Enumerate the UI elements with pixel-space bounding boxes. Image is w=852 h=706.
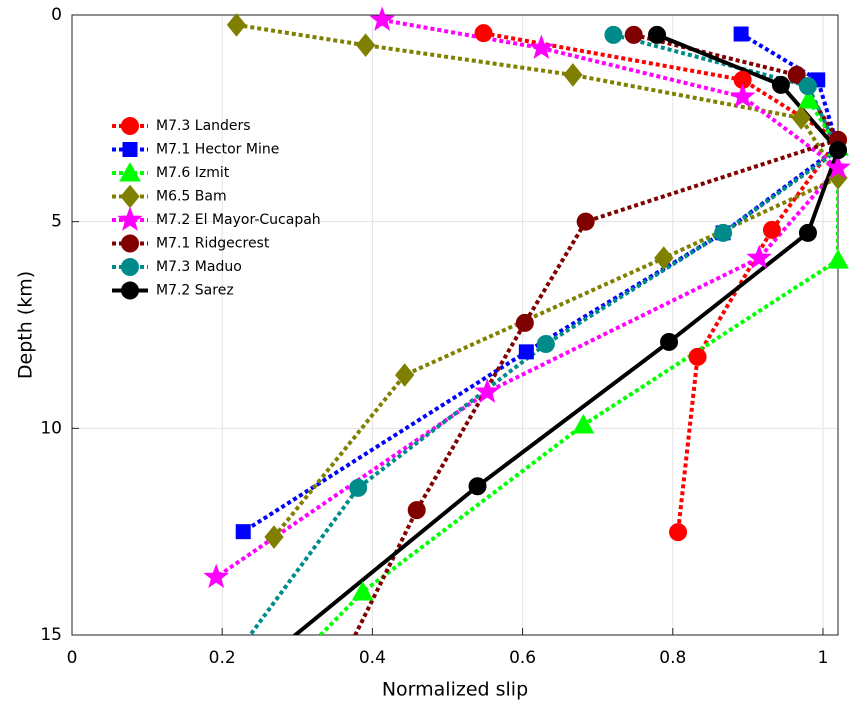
marker <box>787 65 806 84</box>
marker <box>624 25 643 44</box>
legend-label: M7.2 Sarez <box>156 283 234 299</box>
marker <box>226 13 247 37</box>
marker <box>515 313 534 332</box>
marker <box>729 83 756 108</box>
legend-label: M7.3 Landers <box>156 118 251 134</box>
marker <box>407 501 426 520</box>
marker <box>369 6 395 31</box>
marker <box>660 332 679 351</box>
marker <box>474 378 501 403</box>
y-tick-label: 0 <box>51 5 62 25</box>
x-tick-label: 0.4 <box>359 648 386 668</box>
marker <box>121 234 139 253</box>
marker <box>351 580 374 601</box>
series-line <box>236 22 838 539</box>
legend-label: M7.3 Maduo <box>156 259 242 275</box>
legend-label: M7.6 Izmit <box>156 165 230 181</box>
marker <box>122 142 138 157</box>
marker <box>572 413 595 434</box>
marker <box>654 246 674 270</box>
marker <box>468 477 487 496</box>
marker <box>235 524 251 540</box>
marker <box>536 335 555 354</box>
legend-label: M7.1 Hector Mine <box>156 142 279 158</box>
series-line <box>483 31 838 533</box>
series-line <box>242 32 838 534</box>
marker <box>119 161 141 182</box>
marker <box>349 478 368 497</box>
marker <box>771 75 790 94</box>
marker <box>355 33 376 57</box>
marker <box>121 281 139 300</box>
marker <box>827 249 849 269</box>
marker <box>604 25 623 44</box>
x-tick-label: 0 <box>67 648 78 668</box>
marker <box>791 106 811 130</box>
marker <box>648 25 667 44</box>
x-tick-label: 0.2 <box>209 648 236 668</box>
legend-label: M6.5 Bam <box>156 189 227 205</box>
y-tick-label: 5 <box>51 212 62 232</box>
marker <box>762 220 781 239</box>
legend-label: M7.2 El Mayor-Cucapah <box>156 212 321 228</box>
marker <box>264 525 284 549</box>
y-tick-label: 15 <box>40 625 62 645</box>
marker <box>825 154 851 179</box>
marker <box>203 563 229 589</box>
marker <box>395 363 415 387</box>
marker <box>797 89 820 109</box>
marker <box>688 347 707 366</box>
marker <box>798 77 817 96</box>
marker <box>121 258 139 276</box>
plot-frame <box>71 14 839 636</box>
marker <box>121 117 139 135</box>
marker <box>829 141 847 160</box>
y-axis-label: Depth (km) <box>15 271 37 379</box>
marker <box>518 344 534 360</box>
marker <box>474 24 493 43</box>
marker <box>746 244 772 269</box>
legend-label: M7.1 Ridgecrest <box>156 236 270 252</box>
marker <box>117 206 143 231</box>
marker <box>528 34 555 59</box>
x-tick-label: 0.8 <box>659 648 686 668</box>
x-tick-label: 1 <box>818 648 829 668</box>
marker <box>733 26 749 42</box>
marker <box>669 523 688 542</box>
marker <box>714 223 733 242</box>
marker <box>563 63 583 87</box>
x-axis-label: Normalized slip <box>382 679 528 701</box>
marker <box>576 212 595 231</box>
y-tick-label: 10 <box>40 418 62 438</box>
x-tick-label: 0.6 <box>509 648 536 668</box>
marker <box>798 223 817 242</box>
